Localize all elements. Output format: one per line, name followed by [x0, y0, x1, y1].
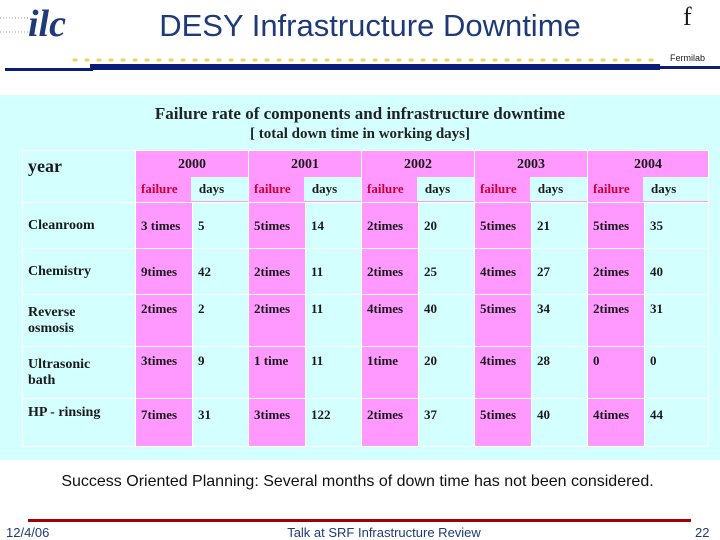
days-cell: 27: [531, 248, 588, 295]
table-header-row: year 2000 failure days 2001 failure days…: [22, 150, 709, 203]
table-subtitle: [ total down time in working days]: [249, 126, 470, 142]
failure-cell: 4times: [587, 398, 645, 447]
days-cell: 40: [644, 248, 709, 295]
failure-cell: 5times: [474, 398, 532, 447]
failure-subheader: failure: [593, 180, 630, 196]
days-cell: 20: [418, 346, 475, 399]
year-header-2003: 2003 failure days: [474, 150, 588, 203]
ilc-logo: ilc: [0, 0, 70, 46]
days-subheader: days: [190, 176, 248, 201]
footer-rule: [28, 519, 691, 522]
days-cell: 11: [305, 294, 362, 347]
days-cell: 37: [418, 398, 475, 447]
table-row: Reverse osmosis 2times 2 2times 11 4time…: [22, 294, 709, 347]
failure-cell: 2times: [361, 398, 419, 447]
row-label-hp-rinsing: HP - rinsing: [22, 398, 136, 447]
failure-cell: 5times: [474, 202, 532, 249]
failure-cell: 5times: [474, 294, 532, 347]
days-subheader: days: [529, 176, 587, 201]
failure-cell: 4times: [474, 248, 532, 295]
planning-note: Success Oriented Planning: Several month…: [61, 473, 654, 490]
failure-cell: 2times: [248, 294, 306, 347]
failure-subheader: failure: [367, 180, 404, 196]
failure-cell: 2times: [361, 248, 419, 295]
failure-cell: 1 time: [248, 346, 306, 399]
failure-cell: 1time: [361, 346, 419, 399]
failure-cell: 3times: [135, 346, 193, 399]
days-cell: 11: [305, 346, 362, 399]
failure-cell: 2times: [361, 202, 419, 249]
fermilab-logo: f: [683, 2, 692, 31]
days-cell: 2: [192, 294, 249, 347]
failure-cell: 3 times: [135, 202, 193, 249]
days-cell: 14: [305, 202, 362, 249]
dotted-divider: [72, 58, 662, 62]
table-row: Chemistry 9times 42 2times 11 2times 25 …: [22, 248, 709, 295]
downtime-table: year 2000 failure days 2001 failure days…: [22, 150, 709, 447]
days-cell: 35: [644, 202, 709, 249]
failure-cell: 3times: [248, 398, 306, 447]
table-row: HP - rinsing 7times 31 3times 122 2times…: [22, 398, 709, 447]
days-cell: 122: [305, 398, 362, 447]
days-cell: 5: [192, 202, 249, 249]
table-row: Cleanroom 3 times 5 5times 14 2times 20 …: [22, 202, 709, 249]
failure-cell: 2times: [587, 248, 645, 295]
header-rule: [90, 64, 660, 70]
days-cell: 31: [644, 294, 709, 347]
failure-cell: 5times: [248, 202, 306, 249]
table-title: Failure rate of components and infrastru…: [154, 104, 566, 123]
year-header-2000: 2000 failure days: [135, 150, 249, 203]
row-label-reverse-osmosis: Reverse osmosis: [22, 294, 136, 347]
failure-cell: 5times: [587, 202, 645, 249]
failure-cell: 7times: [135, 398, 193, 447]
failure-subheader: failure: [141, 180, 178, 196]
days-cell: 31: [192, 398, 249, 447]
failure-cell: 2times: [587, 294, 645, 347]
fermilab-label: Fermilab: [670, 53, 706, 63]
days-subheader: days: [303, 176, 361, 201]
failure-cell: 2times: [135, 294, 193, 347]
failure-subheader: failure: [254, 180, 291, 196]
failure-cell: 0: [587, 346, 645, 399]
talk-title: Talk at SRF Infrastructure Review: [287, 525, 481, 540]
year-header-2002: 2002 failure days: [361, 150, 475, 203]
header-rule-right: [660, 66, 720, 69]
slide-title: DESY Infrastructure Downtime: [159, 8, 581, 43]
days-cell: 11: [305, 248, 362, 295]
failure-subheader: failure: [480, 180, 517, 196]
page-number: 22: [695, 525, 710, 540]
days-cell: 28: [531, 346, 588, 399]
days-cell: 40: [531, 398, 588, 447]
days-subheader: days: [416, 176, 474, 201]
days-cell: 21: [531, 202, 588, 249]
days-cell: 40: [418, 294, 475, 347]
days-cell: 42: [192, 248, 249, 295]
svg-text:ilc: ilc: [28, 3, 66, 45]
days-cell: 9: [192, 346, 249, 399]
days-cell: 44: [644, 398, 709, 447]
year-header-2001: 2001 failure days: [248, 150, 362, 203]
days-subheader: days: [643, 176, 708, 201]
days-cell: 34: [531, 294, 588, 347]
year-header-2004: 2004 failure days: [587, 150, 709, 203]
days-cell: 20: [418, 202, 475, 249]
row-label-cleanroom: Cleanroom: [22, 202, 136, 249]
year-corner-label: year: [22, 150, 136, 203]
header-rule-left: [5, 68, 93, 71]
failure-cell: 9times: [135, 248, 193, 295]
slide-date: 12/4/06: [6, 525, 50, 540]
row-label-chemistry: Chemistry: [22, 248, 136, 295]
failure-cell: 4times: [474, 346, 532, 399]
table-row: Ultrasonic bath 3times 9 1 time 11 1time…: [22, 346, 709, 399]
days-cell: 25: [418, 248, 475, 295]
days-cell: 0: [644, 346, 709, 399]
row-label-ultrasonic-bath: Ultrasonic bath: [22, 346, 136, 399]
failure-cell: 2times: [248, 248, 306, 295]
failure-cell: 4times: [361, 294, 419, 347]
